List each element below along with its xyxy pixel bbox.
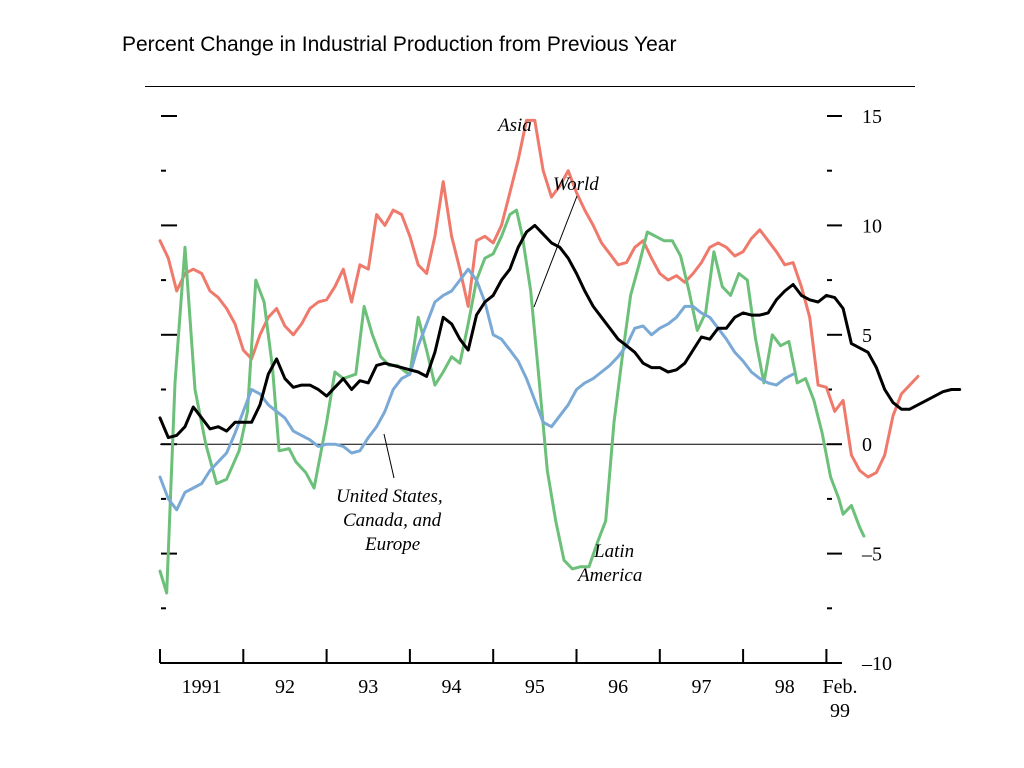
series-layer (158, 118, 962, 595)
x-tick-label-4: 95 (525, 676, 545, 698)
uce-leader-line (383, 433, 395, 479)
y-tick-label-8: –5 (861, 544, 882, 566)
annotation-latin-line2: America (576, 565, 642, 586)
annotation-latin-line1: Latin (593, 541, 634, 562)
annotation-asia: Asia (496, 115, 532, 136)
x-tick-label-6: 97 (691, 676, 711, 698)
y-tick-label-6: 0 (862, 434, 872, 456)
y-tick-label-0: 15 (862, 106, 882, 128)
world-leader-line (533, 195, 578, 308)
slide-title: Percent Change in Industrial Production … (122, 33, 677, 56)
annotation-world: World (553, 174, 599, 195)
x-tick-label-7: 98 (775, 676, 795, 698)
axes-layer: 15 10 5 0 –5 –10 1991 92 93 94 95 96 97 98 Feb.99 (159, 106, 892, 722)
series-line-world (158, 223, 962, 440)
series-line-latin-america (158, 208, 866, 595)
annotation-uce-line2: Canada, and (343, 510, 442, 531)
annotation-uce-line3: Europe (364, 534, 420, 555)
series-line-asia (158, 118, 920, 479)
x-end-label-month: Feb. (823, 676, 858, 698)
title-divider (145, 86, 915, 87)
x-tick-label-0: 1991 (182, 676, 222, 698)
x-tick-label-1: 92 (275, 676, 295, 698)
series-line-united-states-canada-and-europe (158, 267, 795, 512)
x-tick-label-3: 94 (442, 676, 462, 698)
x-end-label-year: 99 (830, 700, 850, 722)
annotation-uce-line1: United States, (336, 486, 443, 507)
annotations-layer: Asia World United States, Canada, and Eu… (336, 115, 642, 586)
y-tick-label-10: –10 (861, 653, 892, 675)
x-tick-label-5: 96 (608, 676, 628, 698)
x-tick-label-2: 93 (358, 676, 378, 698)
y-tick-label-2: 10 (862, 215, 882, 237)
y-tick-label-4: 5 (862, 325, 872, 347)
